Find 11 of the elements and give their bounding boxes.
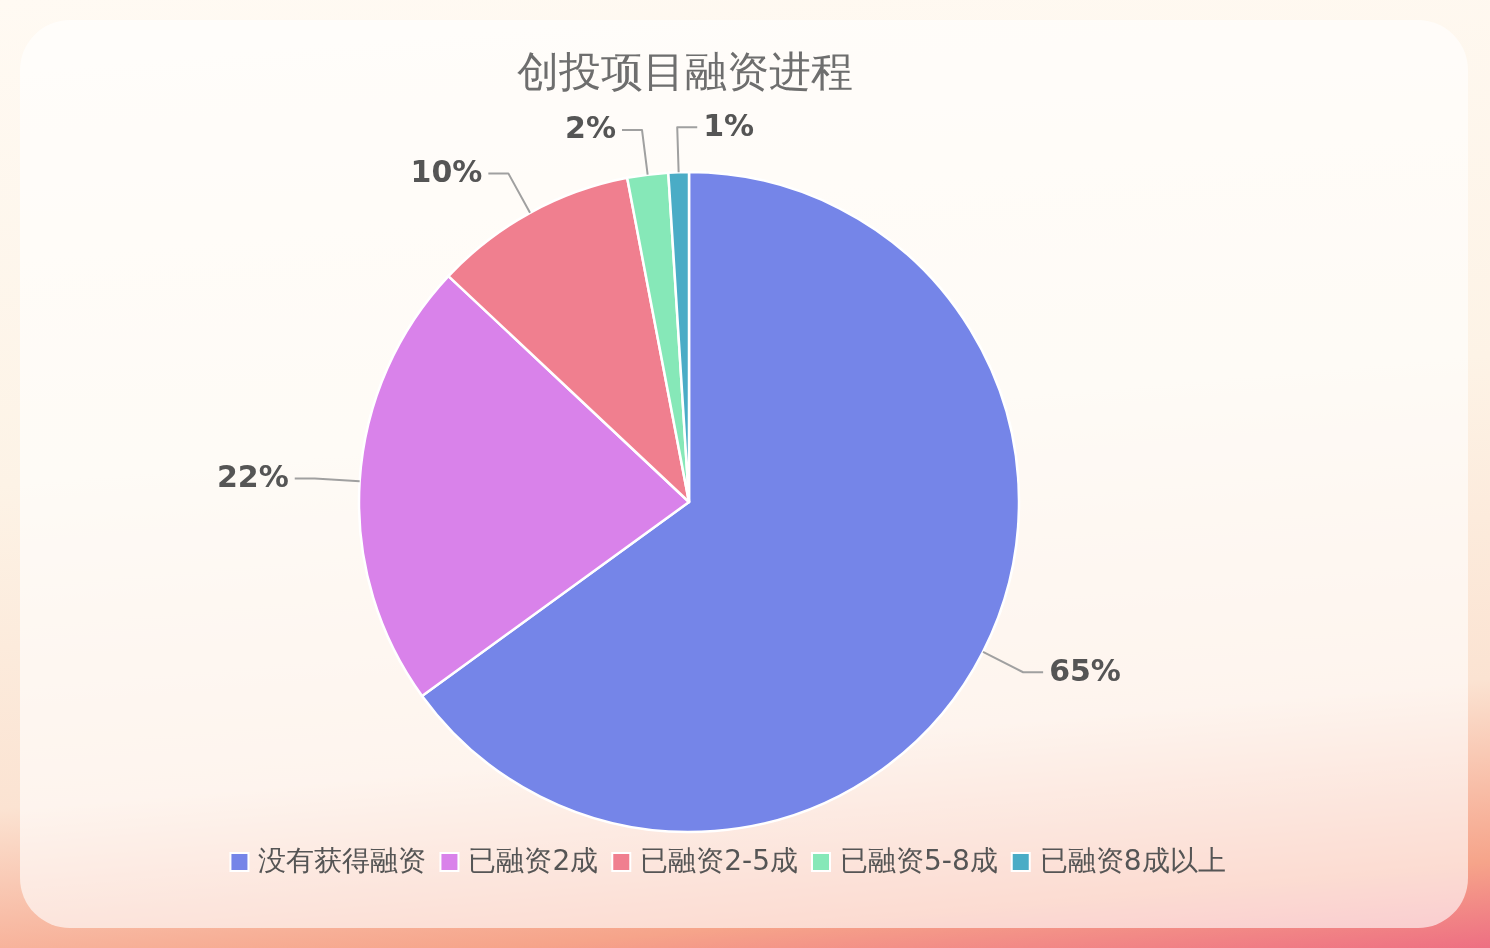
legend-label: 已融资2成 — [468, 844, 599, 877]
data-label: 2% — [565, 110, 616, 146]
data-label: 22% — [216, 458, 289, 494]
chart-title: 创投项目融资进程 — [517, 47, 853, 96]
data-label: 1% — [703, 107, 755, 143]
legend-label: 已融资8成以上 — [1039, 844, 1226, 877]
legend-label: 已融资2-5成 — [640, 844, 798, 877]
data-label: 65% — [1049, 652, 1121, 688]
legend-label: 没有获得融资 — [258, 844, 427, 877]
data-label: 10% — [410, 153, 483, 189]
legend-label: 已融资5-8成 — [840, 844, 998, 877]
